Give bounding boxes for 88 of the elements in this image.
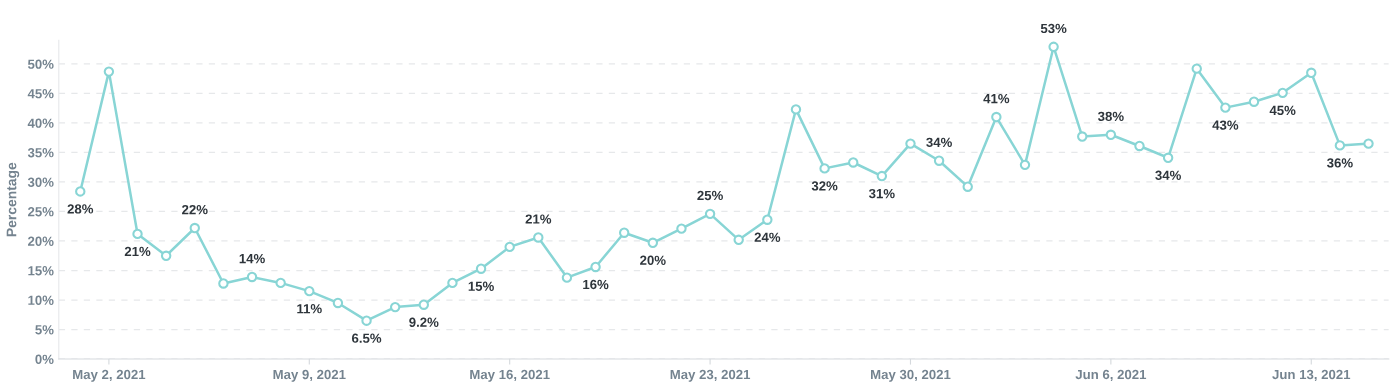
data-label: 24%	[754, 232, 781, 242]
point	[103, 66, 115, 77]
data-label: 22%	[182, 204, 208, 215]
point	[475, 263, 487, 274]
point	[1105, 129, 1117, 140]
data-label: 38%	[1097, 111, 1124, 122]
point	[704, 208, 716, 220]
point	[389, 301, 401, 313]
point	[1048, 41, 1059, 53]
point	[1306, 67, 1317, 78]
data-label: 34%	[1155, 170, 1181, 180]
data-label: 43%	[1212, 120, 1239, 130]
data-label: 31%	[868, 188, 895, 199]
point	[1334, 140, 1346, 151]
point	[132, 228, 143, 240]
point	[1363, 138, 1374, 149]
x-tick-label: Jun 6, 2021	[1075, 369, 1147, 382]
point	[762, 214, 773, 225]
data-label: 21%	[124, 246, 151, 257]
point	[905, 138, 916, 149]
point	[1191, 63, 1202, 74]
data-label: 34%	[926, 137, 952, 148]
point	[418, 299, 430, 310]
y-tick-label: 0%	[35, 354, 54, 364]
y-tick-label: 45%	[27, 89, 54, 99]
point	[676, 223, 687, 234]
x-tick-label: May 23, 2021	[670, 369, 751, 382]
point	[1248, 96, 1260, 107]
data-label: 14%	[239, 253, 265, 264]
x-tick-label: May 9, 2021	[273, 369, 346, 382]
point	[504, 241, 515, 253]
point	[991, 111, 1002, 123]
data-label: 9.2%	[409, 317, 439, 327]
point	[447, 277, 458, 289]
data-label: 36%	[1326, 158, 1353, 168]
point	[275, 277, 286, 289]
point	[647, 237, 659, 248]
y-tick-label: 30%	[27, 177, 54, 187]
point	[1134, 140, 1145, 152]
data-label: 53%	[1040, 23, 1067, 34]
point	[75, 186, 86, 197]
data-label: 21%	[525, 214, 552, 224]
data-label: 15%	[468, 281, 494, 291]
data-label: 45%	[1269, 105, 1296, 116]
point	[304, 285, 315, 297]
point	[876, 170, 888, 182]
point	[361, 315, 372, 326]
point	[332, 297, 344, 309]
point	[733, 234, 744, 246]
data-label: 28%	[67, 204, 94, 214]
point	[962, 181, 973, 192]
y-axis-title: Percentage	[6, 162, 20, 237]
point	[1019, 159, 1031, 171]
y-tick-label: 20%	[27, 236, 54, 246]
point	[819, 163, 830, 174]
x-tick-label: May 30, 2021	[871, 369, 951, 382]
x-tick-label: Jun 13, 2021	[1272, 369, 1351, 382]
point	[218, 278, 229, 289]
point	[933, 155, 945, 166]
data-label: 6.5%	[351, 333, 382, 343]
point	[1077, 131, 1088, 142]
y-tick-label: 15%	[28, 266, 54, 276]
point	[533, 232, 544, 243]
data-label: 16%	[583, 279, 609, 290]
data-label: 25%	[697, 190, 723, 201]
y-tick-label: 10%	[28, 295, 54, 305]
point	[848, 157, 859, 168]
x-tick-label: May 2, 2021	[73, 369, 146, 382]
point	[246, 271, 258, 283]
data-label: 20%	[640, 255, 666, 265]
point	[189, 222, 200, 234]
data-label: 32%	[811, 181, 838, 191]
point	[160, 250, 172, 261]
data-label: 41%	[983, 94, 1010, 104]
point	[1220, 102, 1231, 113]
y-tick-label: 5%	[35, 325, 54, 335]
point	[618, 227, 630, 238]
point	[561, 272, 573, 283]
data-label: 11%	[297, 304, 322, 314]
point	[1277, 87, 1288, 99]
point	[790, 104, 802, 115]
point	[1162, 152, 1174, 163]
y-tick-label: 35%	[27, 148, 54, 158]
y-tick-label: 25%	[27, 207, 54, 217]
y-tick-label: 40%	[27, 118, 54, 128]
point	[590, 261, 601, 273]
x-tick-label: May 16, 2021	[470, 369, 550, 382]
y-tick-label: 50%	[27, 59, 54, 69]
